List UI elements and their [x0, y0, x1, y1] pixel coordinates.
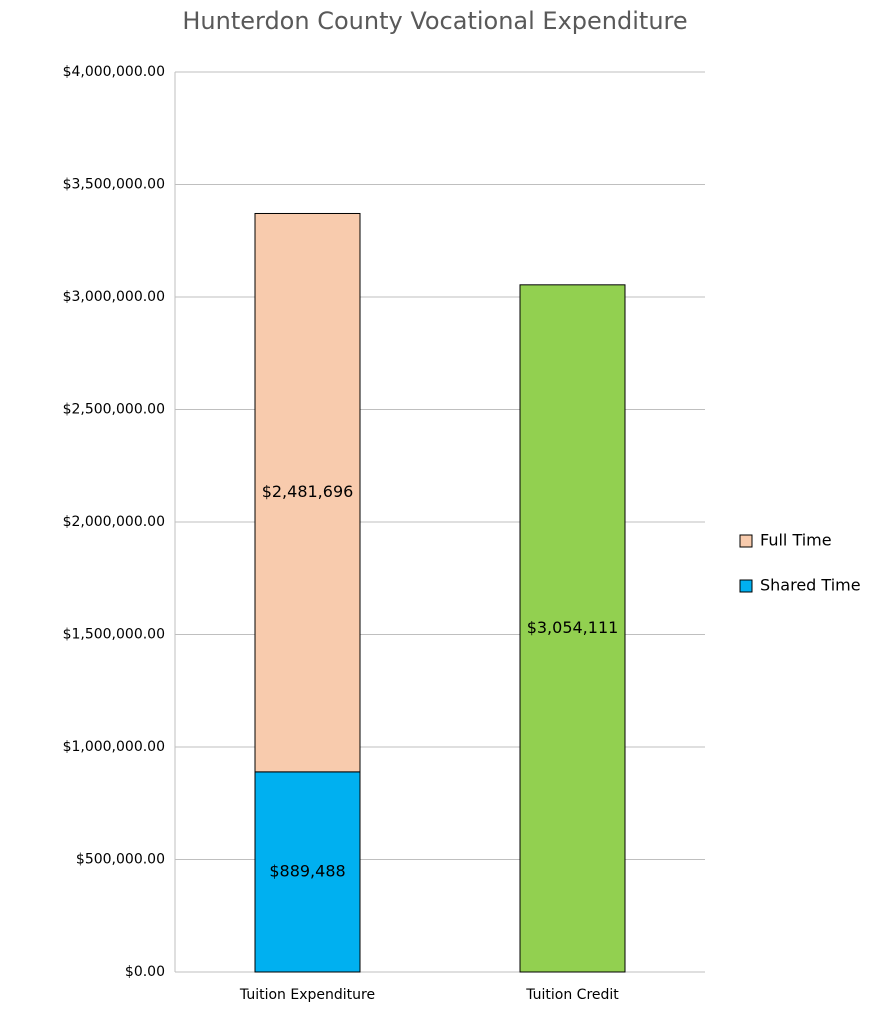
y-tick-label: $3,500,000.00: [63, 177, 165, 193]
data-label: $3,054,111: [527, 618, 619, 637]
bar-segment: [254, 212, 361, 773]
chart-title: Hunterdon County Vocational Expenditure: [182, 7, 687, 35]
legend-label: Full Time: [760, 531, 832, 550]
bar-segment: [519, 284, 626, 973]
y-tick-label: $2,000,000.00: [63, 514, 165, 530]
legend-label: Shared Time: [760, 576, 861, 595]
x-tick-label: Tuition Expenditure: [239, 987, 375, 1003]
legend-swatch: [739, 579, 753, 593]
data-label: $2,481,696: [262, 482, 354, 501]
y-tick-label: $1,500,000.00: [63, 627, 165, 643]
legend-swatch: [739, 534, 753, 548]
y-tick-label: $2,500,000.00: [63, 402, 165, 418]
y-tick-label: $0.00: [125, 964, 165, 980]
data-label: $889,488: [269, 861, 345, 880]
y-tick-label: $1,000,000.00: [63, 739, 165, 755]
y-tick-label: $4,000,000.00: [63, 64, 165, 80]
y-tick-label: $500,000.00: [76, 852, 165, 868]
y-tick-label: $3,000,000.00: [63, 289, 165, 305]
x-tick-label: Tuition Credit: [525, 987, 619, 1003]
